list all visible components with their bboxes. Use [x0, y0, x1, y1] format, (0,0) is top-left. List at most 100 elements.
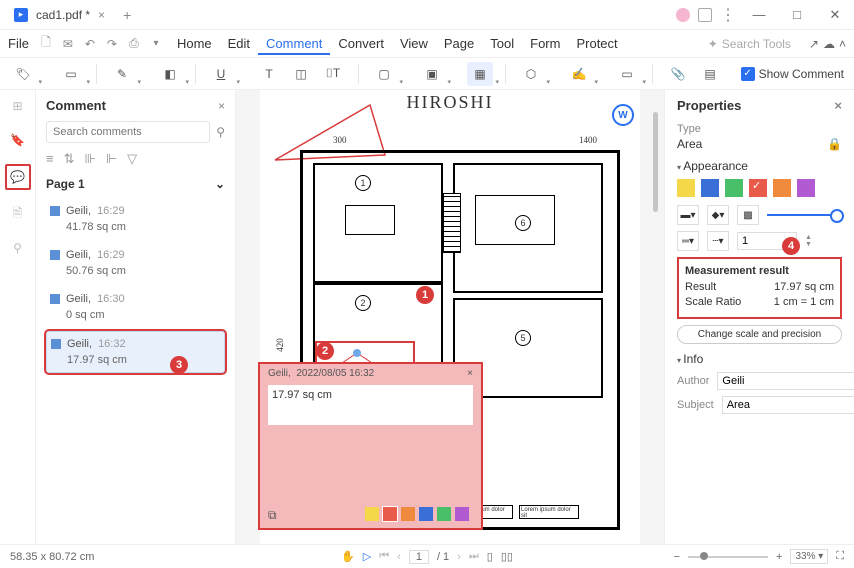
menu-page[interactable]: Page: [436, 34, 482, 53]
shape-rect-tool[interactable]: ▢: [371, 62, 397, 86]
line-style-tool[interactable]: ═▾: [677, 231, 699, 251]
cloud-icon[interactable]: ☁: [823, 37, 835, 51]
color-swatch[interactable]: [773, 179, 791, 197]
menu-tool[interactable]: Tool: [482, 34, 522, 53]
more-shape-tool[interactable]: ▭: [614, 62, 640, 86]
appearance-section[interactable]: Appearance: [677, 159, 842, 173]
close-window-icon[interactable]: ✕: [820, 7, 850, 23]
hide-tool[interactable]: ▤: [697, 62, 723, 86]
comment-item[interactable]: Geili,16:300 sq cm: [46, 287, 225, 327]
minimize-icon[interactable]: —: [744, 7, 774, 22]
text-tool[interactable]: T: [256, 62, 282, 86]
comment-item[interactable]: Geili,16:2950.76 sq cm: [46, 243, 225, 283]
menu-comment[interactable]: Comment: [258, 34, 330, 55]
opacity-tool[interactable]: ▩: [737, 205, 759, 225]
lock-icon[interactable]: 🔒: [827, 137, 842, 151]
spread-icon[interactable]: ▯▯: [501, 550, 513, 563]
first-page-icon[interactable]: ⏮: [379, 550, 389, 563]
popup-color-swatch[interactable]: [383, 507, 397, 521]
list-view-icon[interactable]: ≡: [46, 151, 54, 167]
stepper-down-icon[interactable]: ▼: [805, 241, 812, 248]
bookmarks-icon[interactable]: 🔖: [8, 130, 28, 150]
underline-tool[interactable]: U: [208, 62, 234, 86]
menu-protect[interactable]: Protect: [568, 34, 625, 53]
attachments-rail-icon[interactable]: 🗎: [8, 204, 28, 224]
menu-form[interactable]: Form: [522, 34, 568, 53]
mail-icon[interactable]: ✉: [59, 35, 77, 53]
author-input[interactable]: [717, 372, 854, 390]
stamp2-tool[interactable]: ⬡: [518, 62, 544, 86]
popup-close-icon[interactable]: ×: [467, 368, 473, 379]
tab-add-icon[interactable]: +: [123, 7, 131, 23]
page-header[interactable]: Page 1 ⌄: [46, 177, 225, 191]
fill-tool[interactable]: ▬▾: [677, 205, 699, 225]
comment-popup[interactable]: Geili, 2022/08/05 16:32 × 17.97 sq cm ⧉: [258, 362, 483, 530]
undo-icon[interactable]: ↶: [81, 35, 99, 53]
collapse-icon[interactable]: ⊩: [106, 151, 117, 167]
print-dropdown-icon[interactable]: ▾: [147, 35, 165, 53]
window-app-icon[interactable]: [698, 8, 712, 22]
zoom-select[interactable]: 33% ▾: [790, 549, 828, 564]
scrollbar[interactable]: [653, 112, 658, 212]
select-tool-icon[interactable]: ▷: [363, 550, 371, 563]
opacity-slider[interactable]: [767, 214, 842, 216]
line-dash-tool[interactable]: ┄▾: [707, 231, 729, 251]
color-swatch[interactable]: [701, 179, 719, 197]
popup-color-swatch[interactable]: [437, 507, 451, 521]
callout-tool[interactable]: ◫: [288, 62, 314, 86]
thumbnails-icon[interactable]: ⊞: [8, 96, 28, 116]
change-scale-button[interactable]: Change scale and precision: [677, 325, 842, 344]
show-comment-toggle[interactable]: ✓ Show Comment: [741, 67, 844, 81]
popup-copy-icon[interactable]: ⧉: [268, 508, 277, 523]
account-icon[interactable]: [676, 8, 690, 22]
color-swatch[interactable]: [797, 179, 815, 197]
menu-convert[interactable]: Convert: [330, 34, 392, 53]
prev-page-icon[interactable]: ‹: [397, 551, 401, 563]
print-icon[interactable]: ⎙: [125, 35, 143, 53]
popup-color-swatch[interactable]: [401, 507, 415, 521]
more-icon[interactable]: ⋮: [720, 5, 736, 25]
search-tools-icon[interactable]: ✦: [708, 37, 718, 51]
menu-home[interactable]: Home: [169, 34, 220, 53]
textbox-tool[interactable]: ⌷T: [320, 62, 346, 86]
menu-file[interactable]: File: [8, 36, 29, 51]
sort-icon[interactable]: ⇅: [64, 151, 75, 167]
fullscreen-icon[interactable]: ⛶: [836, 550, 844, 563]
maximize-icon[interactable]: □: [782, 7, 812, 22]
popup-color-swatch[interactable]: [365, 507, 379, 521]
area-tool[interactable]: ▦: [467, 62, 493, 86]
properties-close-icon[interactable]: ×: [834, 98, 842, 113]
popup-color-swatch[interactable]: [455, 507, 469, 521]
popup-text[interactable]: 17.97 sq cm: [268, 385, 473, 425]
eraser-tool[interactable]: ◧: [157, 62, 183, 86]
document-tab[interactable]: ▸ cad1.pdf * ×: [4, 4, 115, 26]
stepper-up-icon[interactable]: ▲: [805, 234, 812, 241]
zoom-slider[interactable]: [688, 556, 768, 558]
info-section[interactable]: Info: [677, 352, 842, 366]
hand-tool-icon[interactable]: ✋: [341, 550, 355, 563]
pencil-tool[interactable]: ✎: [109, 62, 135, 86]
comment-item[interactable]: Geili,16:3217.97 sq cm: [46, 331, 225, 373]
word-badge-icon[interactable]: W: [612, 104, 634, 126]
save-icon[interactable]: 🗋: [37, 35, 55, 53]
signature-tool[interactable]: ✍: [566, 62, 592, 86]
zoom-in-icon[interactable]: +: [776, 551, 782, 563]
filter-icon[interactable]: ▽: [127, 151, 137, 167]
expand-icon[interactable]: ⊪: [85, 151, 96, 167]
next-page-icon[interactable]: ›: [457, 551, 461, 563]
panel-close-icon[interactable]: ×: [218, 99, 225, 113]
view-mode-icon[interactable]: ▯: [487, 550, 493, 563]
stamp-tool[interactable]: ▭: [58, 62, 84, 86]
menu-view[interactable]: View: [392, 34, 436, 53]
shape-misc-tool[interactable]: ▣: [419, 62, 445, 86]
redo-icon[interactable]: ↷: [103, 35, 121, 53]
popup-color-swatch[interactable]: [419, 507, 433, 521]
color-swatch[interactable]: [749, 179, 767, 197]
stroke-tool[interactable]: ◆▾: [707, 205, 729, 225]
zoom-out-icon[interactable]: −: [674, 551, 680, 563]
search-tools-label[interactable]: Search Tools: [722, 37, 791, 51]
comment-item[interactable]: Geili,16:2941.78 sq cm: [46, 199, 225, 239]
note-tool[interactable]: 🏷: [10, 62, 36, 86]
page-current[interactable]: 1: [409, 550, 429, 564]
color-swatch[interactable]: [725, 179, 743, 197]
